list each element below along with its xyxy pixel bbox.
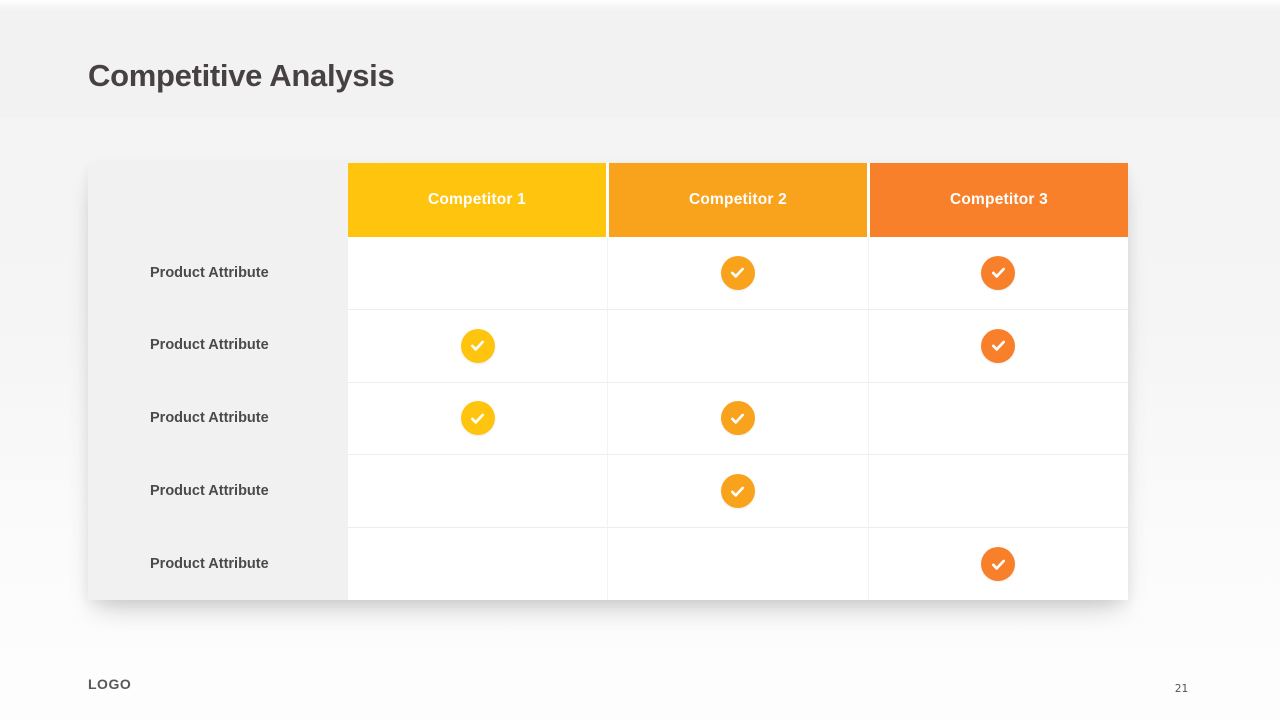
table-row: Product Attribute xyxy=(88,381,1128,455)
table-header-row: Competitor 1 Competitor 2 Competitor 3 xyxy=(88,163,1128,237)
checkmark-icon xyxy=(460,328,495,363)
table-corner-cell xyxy=(88,163,348,237)
check-cell xyxy=(348,237,608,309)
check-cell xyxy=(867,308,1128,382)
row-label: Product Attribute xyxy=(150,409,269,426)
row-label: Product Attribute xyxy=(150,264,269,281)
check-cell xyxy=(607,527,868,600)
row-label-cell: Product Attribute xyxy=(88,454,348,528)
page-title: Competitive Analysis xyxy=(88,58,395,93)
column-header-competitor-2: Competitor 2 xyxy=(606,163,867,237)
column-header-competitor-3: Competitor 3 xyxy=(867,163,1128,237)
row-label: Product Attribute xyxy=(150,482,269,499)
logo-text: LOGO xyxy=(88,676,132,692)
check-cell xyxy=(348,454,608,528)
row-label-cell: Product Attribute xyxy=(88,527,348,600)
check-cell xyxy=(607,237,868,309)
row-label-cell: Product Attribute xyxy=(88,237,348,309)
check-cell xyxy=(867,381,1128,455)
checkmark-icon xyxy=(720,401,755,436)
check-cell xyxy=(607,308,868,382)
table-row: Product Attribute xyxy=(88,237,1128,309)
row-label-cell: Product Attribute xyxy=(88,308,348,382)
table-row: Product Attribute xyxy=(88,527,1128,600)
check-cell xyxy=(607,454,868,528)
check-cell xyxy=(348,527,608,600)
row-label-cell: Product Attribute xyxy=(88,381,348,455)
checkmark-icon xyxy=(981,547,1016,582)
checkmark-icon xyxy=(460,401,495,436)
check-cell xyxy=(607,381,868,455)
column-header-competitor-1: Competitor 1 xyxy=(348,163,606,237)
check-cell xyxy=(348,308,608,382)
table-row: Product Attribute xyxy=(88,454,1128,528)
check-cell xyxy=(867,454,1128,528)
checkmark-icon xyxy=(720,255,755,290)
row-label: Product Attribute xyxy=(150,337,269,354)
check-cell xyxy=(867,237,1128,309)
checkmark-icon xyxy=(981,328,1016,363)
competitive-analysis-table: Competitor 1 Competitor 2 Competitor 3 P… xyxy=(88,163,1128,600)
checkmark-icon xyxy=(981,255,1016,290)
check-cell xyxy=(348,381,608,455)
page-number: 21 xyxy=(1174,682,1188,695)
row-label: Product Attribute xyxy=(150,555,269,572)
check-cell xyxy=(867,527,1128,600)
checkmark-icon xyxy=(720,474,755,509)
table-row: Product Attribute xyxy=(88,308,1128,382)
